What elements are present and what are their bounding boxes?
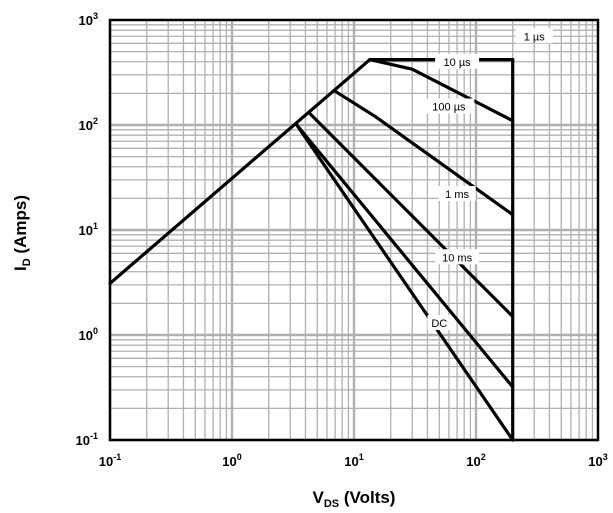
curve-labels: 1 µs 10 µs 100 µs 1 ms 10 ms DC [423,28,553,331]
curve-label-text: 10 ms [442,252,472,264]
y-axis-title-sub: D [21,258,33,266]
curve-label-text: 1 ms [445,189,469,201]
soa-curve-line [295,123,515,442]
soa-curve-line [307,111,515,319]
tick-label: 102 [79,116,98,133]
tick-label: 100 [79,326,98,343]
curve-label-text: 1 µs [524,31,546,43]
soa-limit-line [108,57,372,285]
tick-label: 10-1 [76,431,98,448]
x-axis-title-main: V [313,488,325,507]
curve-label-background [438,186,476,202]
tick-label: 10-1 [99,452,121,469]
y-axis-ticks: 10-1 100 101 102 103 [76,11,98,448]
soa-curve-line [333,89,515,217]
soa-curve-line [368,57,515,123]
tick-label: 102 [466,452,485,469]
y-axis-title-main: I [11,266,30,271]
x-axis-title-sub: DS [324,498,339,510]
curve-label-text: DC [431,318,447,330]
curve-label-background [423,98,475,114]
x-axis-title-rest: (Volts) [339,488,395,507]
soa-curves [108,57,515,442]
tick-label: 100 [222,452,241,469]
curve-label: 10 µs [435,53,480,69]
x-axis-ticks: 10-1 100 101 102 103 [99,452,608,469]
curve-label: 1 ms [438,186,476,202]
curve-label-text: 100 µs [432,102,466,114]
curve-label-text: 10 µs [444,57,472,69]
curve-label: DC [427,315,452,331]
plot-frame [108,18,600,442]
curve-label-background [435,53,480,69]
soa-curve-line [295,123,515,389]
curve-label-background [435,249,480,265]
curve-label-background [515,28,553,44]
curve-label: 10 ms [435,249,480,265]
curve-label-background [427,315,452,331]
y-axis-title: ID (Amps) [11,195,33,271]
y-axis-title-rest: (Amps) [11,195,30,258]
grid [108,20,598,442]
x-axis-title: VDS (Volts) [313,488,396,510]
curve-label: 100 µs [423,98,475,114]
curve-label: 1 µs [515,28,553,44]
tick-label: 103 [588,452,607,469]
tick-label: 101 [344,452,363,469]
tick-label: 101 [79,221,98,238]
tick-label: 103 [79,11,98,28]
